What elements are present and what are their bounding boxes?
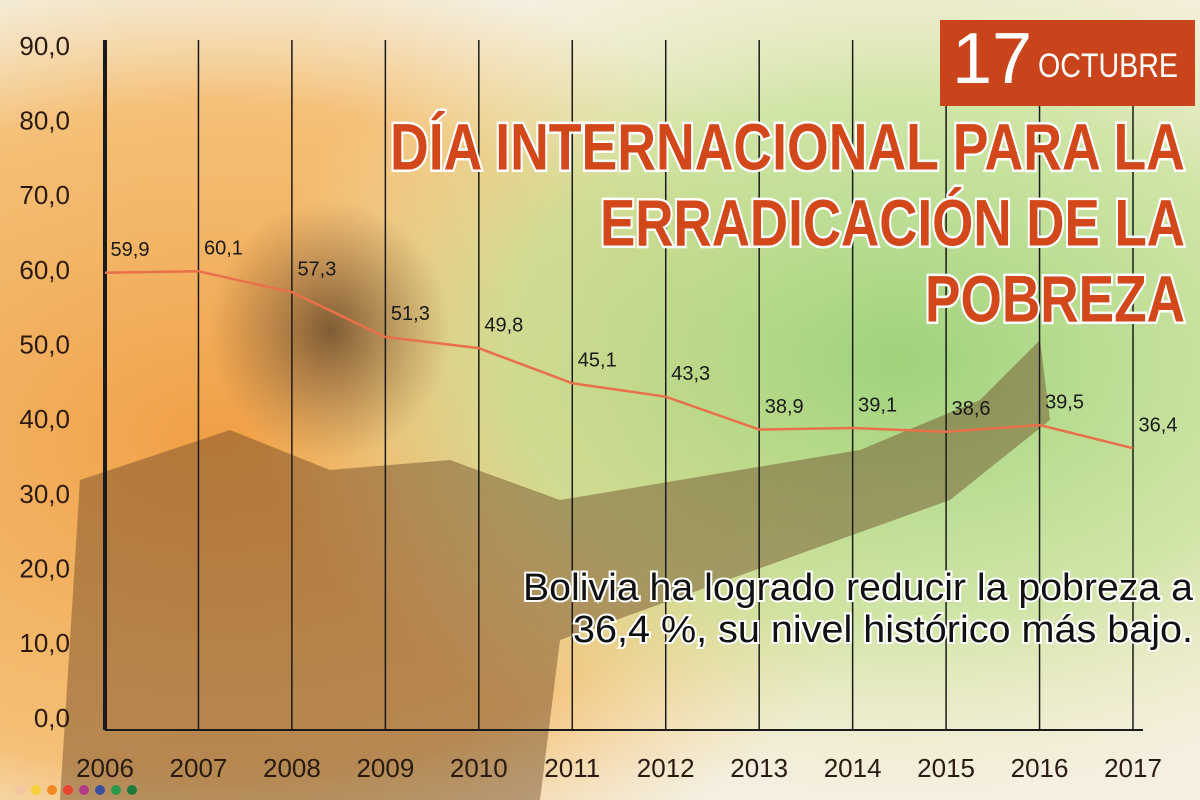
- y-tick-label: 60,0: [19, 255, 70, 285]
- decor-dots: [15, 785, 137, 795]
- y-tick-label: 20,0: [19, 554, 70, 584]
- subtitle: Bolivia ha logrado reducir la pobreza a: [523, 567, 1194, 609]
- x-tick-label: 2017: [1104, 753, 1162, 783]
- plot: 59,9 60,1 57,3 51,3 49,8 45,1 43,3 38,9 39,1 38,6…: [104, 238, 1178, 450]
- date-box: [940, 20, 1195, 106]
- data-label: 49,8: [484, 314, 523, 336]
- x-tick-label: 2010: [450, 753, 508, 783]
- x-tick-label: 2007: [170, 753, 228, 783]
- y-tick-label: 50,0: [19, 330, 70, 360]
- data-label: 38,6: [952, 398, 991, 420]
- y-tick-label: 40,0: [19, 404, 70, 434]
- x-tick-label: 2013: [730, 753, 788, 783]
- data-label: 38,9: [765, 396, 804, 418]
- y-tick-label: 10,0: [19, 628, 70, 658]
- data-label: 45,1: [578, 350, 617, 372]
- x-tick-label: 2009: [356, 753, 414, 783]
- data-label: 60,1: [204, 238, 243, 260]
- x-tick-label: 2008: [263, 753, 321, 783]
- y-tick-label: 30,0: [19, 479, 70, 509]
- chart-title: DÍA INTERNACIONAL PARA LA: [390, 109, 1185, 183]
- data-line: [104, 270, 1134, 450]
- x-tick-label: 2006: [76, 753, 134, 783]
- y-tick-label: 70,0: [19, 180, 70, 210]
- y-tick-label: 90,0: [19, 31, 70, 61]
- data-label: 36,4: [1139, 414, 1178, 436]
- x-tick-label: 2016: [1011, 753, 1069, 783]
- data-label: 57,3: [297, 258, 336, 280]
- x-tick-label: 2012: [637, 753, 695, 783]
- date-day: 17: [952, 19, 1032, 99]
- chart-title: ERRADICACIÓN DE LA: [600, 185, 1185, 259]
- data-label: 39,1: [858, 394, 897, 416]
- y-tick-label: 0,0: [34, 703, 70, 733]
- grid: 0,0 10,0 20,0 30,0 40,0 50,0 60,0 70,0 80,0 90,0 2…: [19, 31, 1162, 783]
- data-label: 59,9: [111, 239, 150, 261]
- y-tick-label: 80,0: [19, 106, 70, 136]
- data-label: 51,3: [391, 303, 430, 325]
- x-tick-label: 2014: [824, 753, 882, 783]
- date-month: OCTUBRE: [1038, 47, 1178, 85]
- subtitle: 36,4 %, su nivel histórico más bajo.: [573, 609, 1193, 651]
- x-tick-label: 2015: [917, 753, 975, 783]
- photo-shadow: [60, 340, 1050, 800]
- x-tick-label: 2011: [544, 753, 600, 783]
- chart-title: POBREZA: [925, 261, 1185, 335]
- data-label: 43,3: [671, 363, 710, 385]
- data-label: 39,5: [1045, 391, 1084, 413]
- photo-shadow: [210, 200, 450, 460]
